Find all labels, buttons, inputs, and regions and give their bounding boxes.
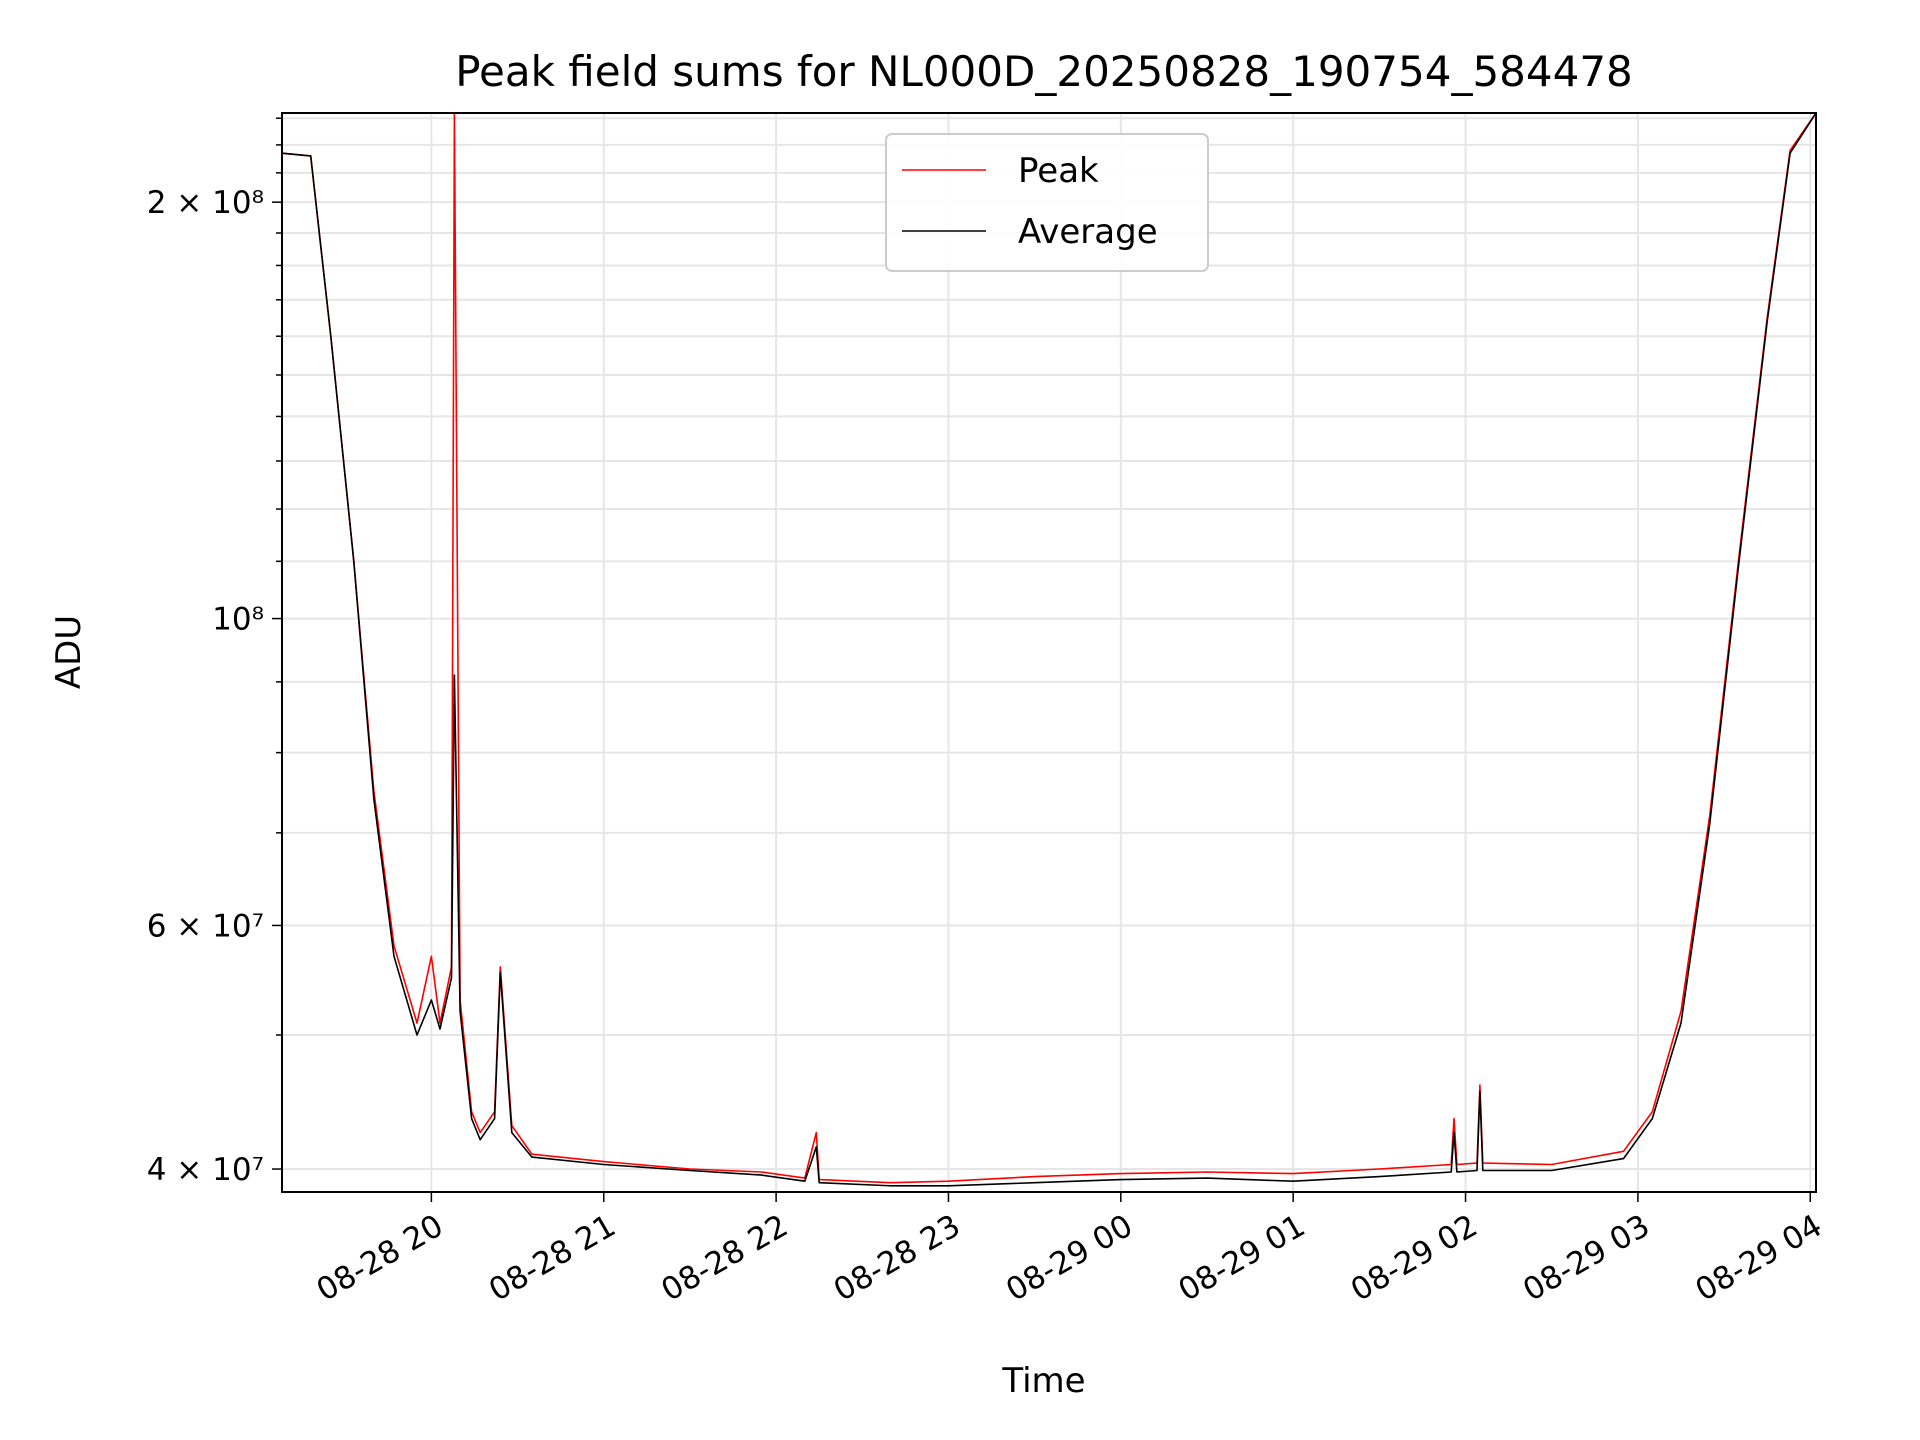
y-axis-label: ADU xyxy=(49,615,89,689)
x-tick-label: 08-29 04 xyxy=(1690,1208,1829,1309)
ticks: 08-28 20 08-28 21 08-28 22 08-28 23 08-29 00… xyxy=(147,117,1829,1309)
legend-box xyxy=(885,133,1209,272)
legend-peak-label: Peak xyxy=(1018,151,1099,191)
x-tick-label: 08-28 22 xyxy=(655,1208,794,1309)
x-tick-label: 08-28 21 xyxy=(483,1208,622,1309)
series-line-peak xyxy=(281,112,1817,1184)
x-tick-label: 08-28 20 xyxy=(311,1208,450,1309)
series-line-average xyxy=(281,112,1817,1187)
x-tick-label: 08-28 23 xyxy=(828,1208,967,1309)
legend-average-label: Average xyxy=(1018,212,1158,252)
x-tick-label: 08-29 02 xyxy=(1345,1208,1484,1309)
y-tick-label: 2 × 10⁸ xyxy=(147,185,264,221)
x-tick-label: 08-29 03 xyxy=(1517,1208,1656,1309)
chart-title: Peak field sums for NL000D_20250828_1907… xyxy=(455,47,1633,96)
y-tick-label: 10⁸ xyxy=(212,602,264,638)
series-layer xyxy=(281,112,1817,1187)
x-tick-label: 08-29 01 xyxy=(1172,1208,1311,1309)
x-axis-label: Time xyxy=(1001,1361,1085,1401)
plot-frame xyxy=(281,112,1817,1193)
legend: Peak Average xyxy=(885,133,1209,272)
grid xyxy=(282,113,1816,1192)
y-tick-label: 4 × 10⁷ xyxy=(147,1152,264,1188)
x-tick-label: 08-29 00 xyxy=(1000,1208,1139,1309)
y-tick-label: 6 × 10⁷ xyxy=(147,908,264,944)
